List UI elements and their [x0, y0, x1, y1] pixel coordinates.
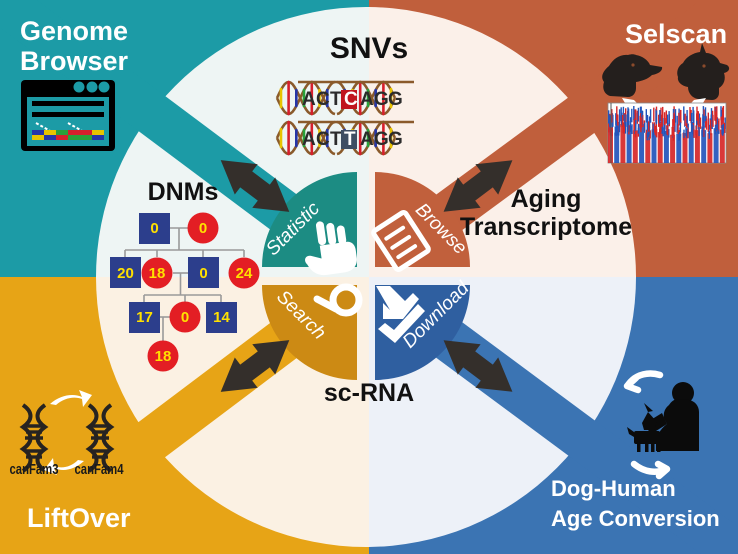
svg-text:Transcriptome: Transcriptome [460, 213, 632, 241]
svg-text:T: T [330, 89, 342, 110]
svg-text:Aging: Aging [511, 185, 582, 213]
svg-text:G: G [388, 129, 403, 150]
svg-text:T: T [330, 129, 342, 150]
svg-text:canFam4: canFam4 [75, 461, 124, 478]
svg-text:C: C [316, 129, 330, 150]
svg-text:Dog-Human: Dog-Human [551, 476, 676, 501]
svg-text:Selscan: Selscan [625, 19, 727, 49]
svg-text:0: 0 [150, 220, 158, 237]
svg-text:C: C [316, 89, 330, 110]
svg-text:0: 0 [181, 309, 189, 326]
svg-text:G: G [388, 89, 403, 110]
svg-text:A: A [360, 129, 374, 150]
svg-text:20: 20 [117, 265, 134, 282]
svg-text:A: A [302, 129, 316, 150]
svg-text:G: G [374, 129, 389, 150]
svg-text:A: A [360, 89, 374, 110]
svg-text:LiftOver: LiftOver [27, 503, 131, 533]
svg-text:Browser: Browser [20, 46, 129, 76]
svg-text:C: C [344, 89, 358, 110]
svg-text:Genome: Genome [20, 16, 128, 46]
svg-text:0: 0 [199, 220, 207, 237]
svg-text:24: 24 [236, 265, 253, 282]
svg-text:SNVs: SNVs [330, 32, 408, 65]
svg-text:17: 17 [136, 309, 153, 326]
svg-text:T: T [344, 129, 356, 150]
svg-text:Age Conversion: Age Conversion [551, 506, 720, 531]
svg-text:0: 0 [199, 265, 207, 282]
svg-text:canFam3: canFam3 [10, 461, 59, 478]
svg-text:18: 18 [155, 348, 172, 365]
svg-text:14: 14 [213, 309, 230, 326]
svg-text:DNMs: DNMs [148, 178, 219, 206]
svg-text:G: G [374, 89, 389, 110]
svg-text:18: 18 [149, 265, 166, 282]
svg-text:sc-RNA: sc-RNA [324, 379, 414, 407]
svg-text:A: A [302, 89, 316, 110]
